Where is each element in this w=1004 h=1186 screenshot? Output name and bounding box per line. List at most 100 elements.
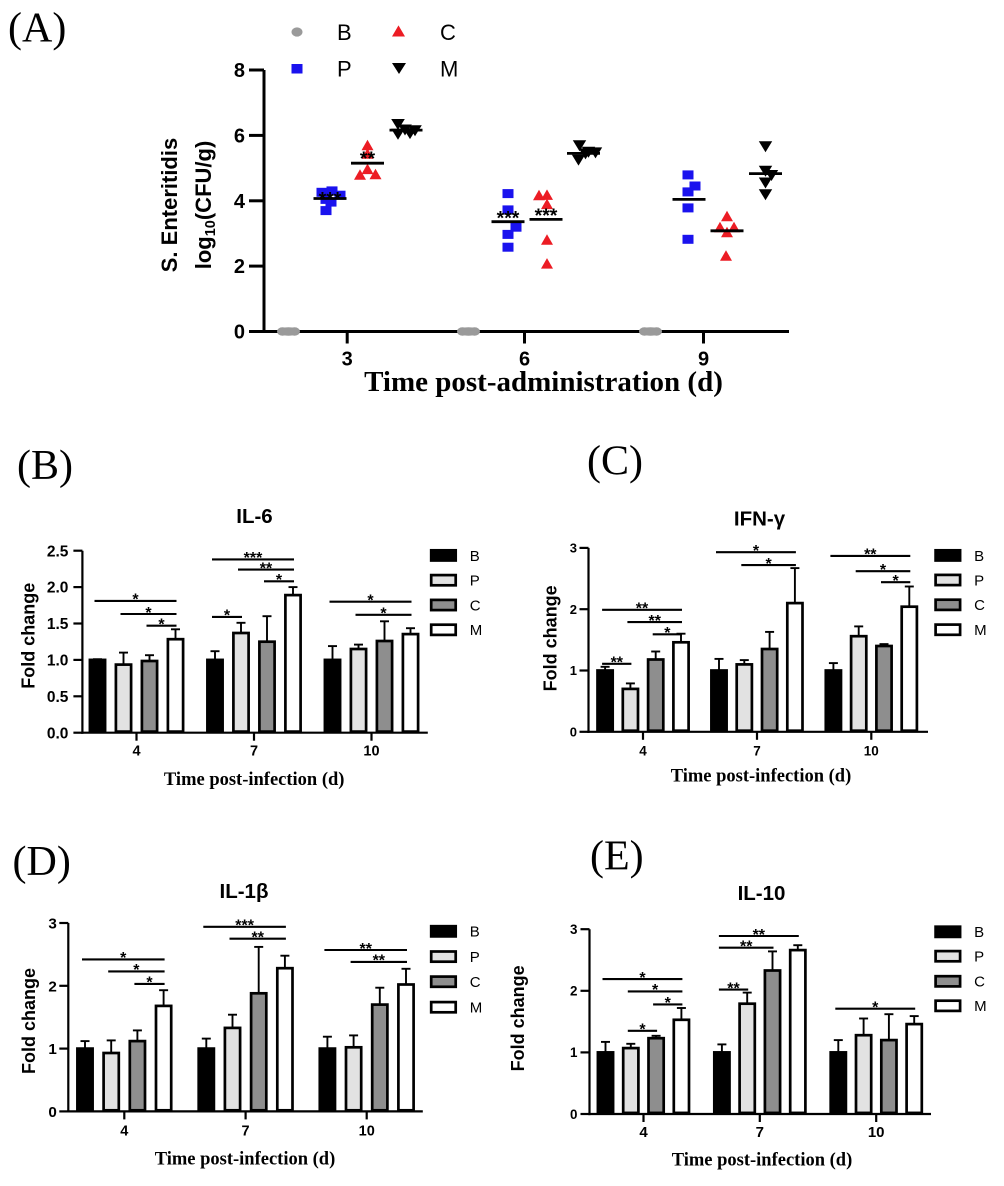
svg-text:Time post-infection (d): Time post-infection (d) [164, 770, 345, 790]
svg-text:*: * [158, 617, 165, 634]
svg-text:*: * [146, 975, 153, 992]
svg-text:M: M [440, 57, 458, 82]
svg-text:*: * [872, 1000, 879, 1017]
svg-text:1.0: 1.0 [47, 653, 69, 670]
svg-text:C: C [974, 597, 985, 614]
svg-text:Time post-infection (d): Time post-infection (d) [155, 1150, 336, 1170]
svg-text:3: 3 [570, 922, 577, 937]
svg-text:**: ** [753, 927, 766, 944]
svg-text:*: * [664, 625, 671, 642]
svg-text:7: 7 [753, 743, 761, 758]
svg-text:***: *** [497, 208, 520, 230]
svg-text:C: C [470, 597, 481, 614]
svg-text:0: 0 [234, 322, 245, 344]
svg-text:2.5: 2.5 [47, 543, 69, 560]
svg-text:C: C [440, 20, 456, 45]
svg-text:M: M [470, 622, 483, 639]
svg-text:C: C [974, 974, 985, 991]
svg-text:1: 1 [570, 1045, 578, 1060]
svg-text:3: 3 [570, 541, 577, 556]
svg-text:IL-1β: IL-1β [220, 880, 269, 903]
svg-text:Fold change: Fold change [19, 968, 39, 1074]
svg-text:Fold change: Fold change [19, 583, 39, 689]
svg-text:IFN-γ: IFN-γ [734, 508, 786, 531]
svg-text:Time post-administration (d): Time post-administration (d) [364, 366, 723, 398]
svg-text:**: ** [360, 148, 376, 170]
svg-text:2: 2 [234, 256, 245, 278]
svg-text:1.5: 1.5 [47, 616, 69, 633]
svg-text:9: 9 [698, 349, 709, 371]
svg-text:P: P [337, 57, 352, 82]
svg-text:6: 6 [234, 125, 245, 147]
svg-text:IL-6: IL-6 [236, 505, 272, 528]
svg-text:(D): (D) [13, 839, 71, 885]
svg-text:*: * [380, 606, 387, 623]
svg-text:B: B [337, 20, 352, 45]
svg-text:3: 3 [342, 349, 353, 371]
svg-text:**: ** [611, 655, 624, 672]
svg-text:*: * [367, 593, 374, 610]
svg-text:2: 2 [570, 984, 577, 999]
svg-text:4: 4 [639, 1124, 648, 1141]
svg-text:*: * [133, 962, 140, 979]
svg-text:Time post-infection (d): Time post-infection (d) [672, 1151, 853, 1171]
svg-text:7: 7 [242, 1124, 250, 1140]
svg-text:*: * [639, 970, 646, 987]
svg-text:C: C [470, 974, 481, 991]
svg-text:IL-10: IL-10 [738, 882, 786, 905]
svg-text:4: 4 [132, 744, 140, 760]
svg-text:(E): (E) [590, 834, 644, 880]
svg-text:Fold change: Fold change [508, 965, 528, 1071]
svg-text:M: M [470, 1000, 483, 1017]
svg-text:**: ** [864, 547, 877, 564]
svg-text:Fold change: Fold change [541, 585, 561, 691]
svg-text:*: * [120, 950, 127, 967]
svg-text:0.5: 0.5 [47, 689, 69, 706]
svg-text:*: * [276, 572, 283, 589]
svg-text:2: 2 [48, 978, 56, 995]
svg-text:*: * [765, 556, 772, 573]
svg-text:0.0: 0.0 [47, 725, 69, 742]
svg-text:*: * [132, 592, 139, 609]
svg-text:0: 0 [570, 1107, 577, 1122]
svg-text:7: 7 [250, 744, 258, 760]
svg-text:*: * [145, 605, 152, 622]
svg-text:P: P [470, 573, 480, 590]
svg-text:4: 4 [639, 743, 647, 758]
svg-text:2.0: 2.0 [47, 580, 69, 597]
svg-text:*: * [639, 1022, 646, 1039]
svg-text:M: M [974, 622, 987, 639]
svg-text:*: * [652, 982, 659, 999]
svg-text:P: P [470, 949, 480, 966]
svg-text:1: 1 [570, 663, 577, 678]
svg-text:B: B [974, 548, 984, 565]
svg-text:0: 0 [48, 1104, 56, 1121]
svg-text:8: 8 [234, 60, 245, 82]
svg-text:(B): (B) [17, 443, 73, 489]
svg-text:2: 2 [570, 602, 577, 617]
svg-text:log10(CFU/g): log10(CFU/g) [191, 141, 219, 270]
svg-text:*: * [224, 608, 231, 625]
svg-text:B: B [470, 924, 480, 941]
svg-text:**: ** [260, 560, 273, 577]
svg-text:7: 7 [756, 1124, 764, 1141]
svg-text:(C): (C) [587, 439, 643, 485]
svg-text:Time post-infection (d): Time post-infection (d) [671, 767, 852, 787]
svg-text:10: 10 [363, 744, 379, 760]
svg-text:10: 10 [359, 1124, 375, 1140]
svg-text:P: P [974, 572, 984, 589]
svg-text:B: B [974, 924, 984, 941]
svg-text:4: 4 [234, 191, 246, 213]
svg-text:**: ** [636, 601, 649, 618]
svg-text:**: ** [373, 953, 386, 970]
svg-text:**: ** [727, 980, 740, 997]
svg-text:10: 10 [868, 1124, 885, 1141]
svg-text:**: ** [359, 941, 372, 958]
svg-text:6: 6 [519, 349, 530, 371]
svg-text:(A): (A) [8, 6, 66, 52]
svg-text:B: B [470, 548, 480, 565]
svg-text:M: M [974, 998, 987, 1015]
svg-text:4: 4 [120, 1124, 128, 1140]
svg-text:10: 10 [864, 743, 879, 758]
svg-text:***: *** [319, 188, 342, 210]
